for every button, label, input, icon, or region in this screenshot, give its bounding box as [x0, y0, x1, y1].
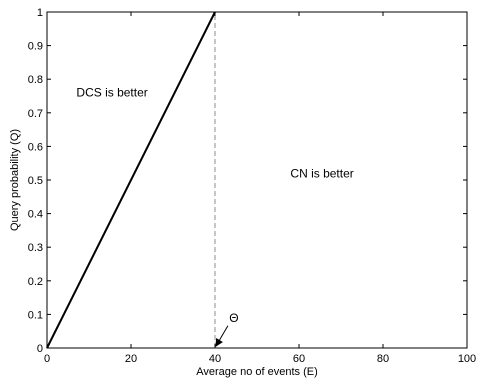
y-tick-label: 0.4 [28, 209, 43, 221]
x-tick-label: 20 [125, 353, 137, 365]
y-tick-label: 0.2 [28, 276, 43, 288]
y-axis-label: Query probability (Q) [9, 129, 21, 231]
annotation-label: DCS is better [76, 86, 147, 100]
x-tick-label: 100 [458, 353, 476, 365]
boundary-line [46, 11, 216, 349]
x-tick-label: 80 [377, 353, 389, 365]
y-tick-label: 0.6 [28, 141, 43, 153]
x-axis-label: Average no of events (E) [196, 366, 317, 378]
plot-frame [46, 11, 468, 349]
plot-area [46, 11, 468, 349]
y-tick-label: 0.7 [28, 108, 43, 120]
y-tick-label: 0.9 [28, 41, 43, 53]
y-tick-label: 0.1 [28, 309, 43, 321]
y-tick-label: 0.8 [28, 74, 43, 86]
x-tick-label: 40 [209, 353, 221, 365]
y-tick-label: 1 [37, 7, 43, 19]
x-tick-label: 0 [44, 353, 50, 365]
x-tick-label: 60 [293, 353, 305, 365]
y-tick-label: 0 [37, 343, 43, 355]
series-layer [46, 11, 216, 349]
annotation-label: CN is better [290, 166, 353, 180]
ticks-layer: 0 20 40 60 80 100 0 0.1 0.2 0.3 0.4 0.5 0.6 0.7 0.8 0.9… [28, 7, 476, 365]
annotation-layer: DCS is better CN is better Θ [76, 86, 354, 347]
y-tick-label: 0.3 [28, 242, 43, 254]
annotation-label: Θ [229, 311, 238, 325]
annotation-arrow [215, 325, 229, 347]
y-tick-label: 0.5 [28, 175, 43, 187]
